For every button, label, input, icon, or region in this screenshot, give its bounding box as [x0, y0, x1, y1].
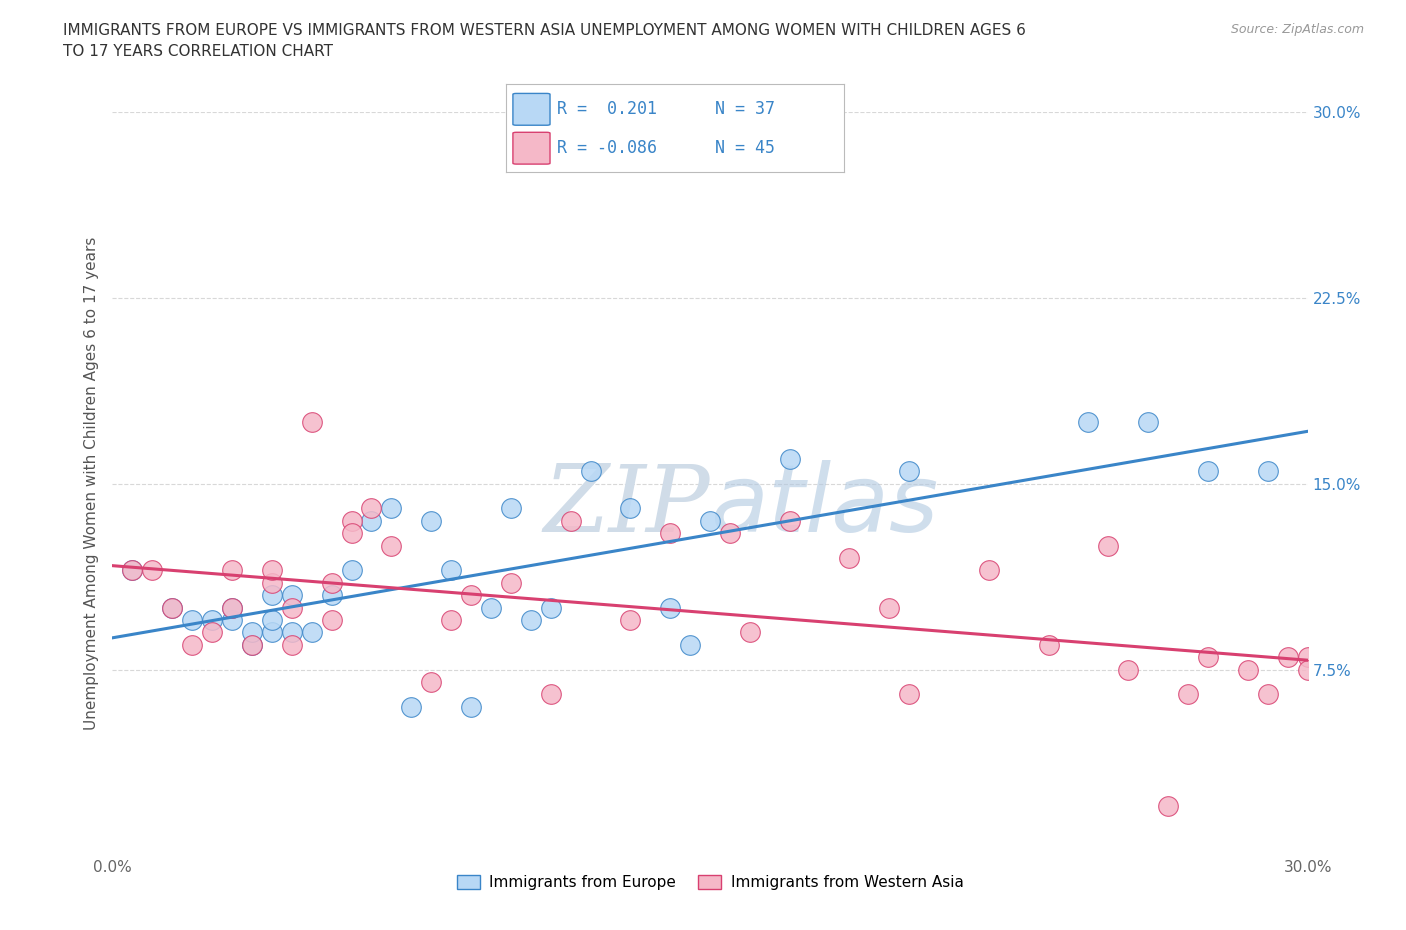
Point	[401, 699, 423, 714]
Point	[321, 588, 343, 603]
Point	[699, 513, 721, 528]
Point	[898, 464, 921, 479]
Point	[201, 625, 224, 640]
Point	[619, 501, 641, 516]
Legend: Immigrants from Europe, Immigrants from Western Asia: Immigrants from Europe, Immigrants from …	[450, 869, 970, 897]
Point	[440, 613, 463, 628]
Point	[1257, 464, 1279, 479]
Point	[420, 674, 443, 689]
Point	[162, 600, 183, 615]
Point	[879, 600, 901, 615]
Point	[619, 613, 641, 628]
Point	[420, 513, 443, 528]
Text: R =  0.201: R = 0.201	[557, 100, 657, 118]
Point	[1296, 650, 1319, 665]
Point	[1277, 650, 1299, 665]
Point	[540, 600, 562, 615]
Point	[499, 501, 522, 516]
Point	[121, 563, 143, 578]
Point	[162, 600, 183, 615]
Point	[1118, 662, 1140, 677]
Point	[260, 625, 283, 640]
Point	[779, 513, 801, 528]
Point	[281, 637, 304, 652]
Point	[977, 563, 1000, 578]
Point	[520, 613, 543, 628]
Text: Source: ZipAtlas.com: Source: ZipAtlas.com	[1230, 23, 1364, 36]
Point	[260, 576, 283, 591]
Point	[260, 588, 283, 603]
Point	[460, 588, 482, 603]
Text: IMMIGRANTS FROM EUROPE VS IMMIGRANTS FROM WESTERN ASIA UNEMPLOYMENT AMONG WOMEN : IMMIGRANTS FROM EUROPE VS IMMIGRANTS FRO…	[63, 23, 1026, 60]
Point	[540, 687, 562, 702]
Point	[281, 588, 304, 603]
Y-axis label: Unemployment Among Women with Children Ages 6 to 17 years: Unemployment Among Women with Children A…	[84, 237, 100, 730]
Point	[281, 600, 304, 615]
Point	[1038, 637, 1060, 652]
Point	[1296, 662, 1319, 677]
Point	[181, 637, 204, 652]
Point	[1137, 414, 1160, 429]
Point	[240, 637, 263, 652]
Point	[380, 538, 402, 553]
Point	[221, 563, 243, 578]
Text: N = 37: N = 37	[716, 100, 775, 118]
Point	[659, 525, 682, 540]
Point	[499, 576, 522, 591]
Point	[141, 563, 163, 578]
FancyBboxPatch shape	[513, 93, 550, 126]
Point	[340, 563, 363, 578]
Text: ZIP: ZIP	[543, 461, 710, 551]
Point	[579, 464, 602, 479]
Point	[221, 600, 243, 615]
Point	[221, 613, 243, 628]
Text: N = 45: N = 45	[716, 140, 775, 157]
Point	[240, 637, 263, 652]
Point	[360, 513, 382, 528]
Point	[1157, 799, 1180, 814]
Point	[460, 699, 482, 714]
Point	[121, 563, 143, 578]
Point	[360, 501, 382, 516]
Point	[260, 563, 283, 578]
Point	[340, 525, 363, 540]
Point	[1077, 414, 1099, 429]
Point	[560, 513, 582, 528]
Point	[181, 613, 204, 628]
Point	[1197, 464, 1219, 479]
Point	[1097, 538, 1119, 553]
Point	[679, 637, 702, 652]
Point	[779, 451, 801, 466]
FancyBboxPatch shape	[513, 132, 550, 164]
Point	[340, 513, 363, 528]
Point	[440, 563, 463, 578]
Point	[1177, 687, 1199, 702]
Text: atlas: atlas	[710, 460, 938, 551]
Point	[221, 600, 243, 615]
Point	[321, 576, 343, 591]
Point	[1237, 662, 1260, 677]
Point	[1197, 650, 1219, 665]
Point	[321, 613, 343, 628]
Point	[301, 414, 323, 429]
Point	[718, 525, 741, 540]
Point	[898, 687, 921, 702]
Point	[659, 600, 682, 615]
Point	[201, 613, 224, 628]
Point	[380, 501, 402, 516]
Point	[260, 613, 283, 628]
Point	[1257, 687, 1279, 702]
Text: R = -0.086: R = -0.086	[557, 140, 657, 157]
Point	[838, 551, 860, 565]
Point	[738, 625, 761, 640]
Point	[240, 625, 263, 640]
Point	[281, 625, 304, 640]
Point	[479, 600, 502, 615]
Point	[301, 625, 323, 640]
